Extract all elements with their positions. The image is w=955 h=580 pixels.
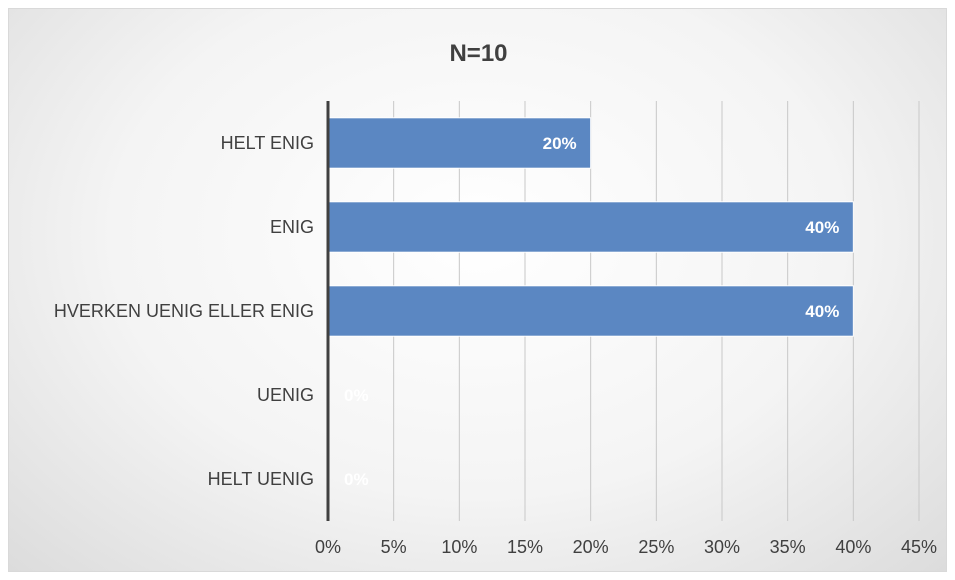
x-tick-label-8: 40% <box>835 537 871 557</box>
category-label-2: HVERKEN UENIG ELLER ENIG <box>54 301 314 321</box>
data-label-1: 40% <box>805 218 839 237</box>
bar-0 <box>327 117 592 169</box>
category-label-0: HELT ENIG <box>221 133 314 153</box>
x-tick-label-6: 30% <box>704 537 740 557</box>
x-tick-label-4: 20% <box>573 537 609 557</box>
bar-2 <box>327 285 854 337</box>
x-tick-label-9: 45% <box>901 537 937 557</box>
bar-1 <box>327 201 854 253</box>
bars <box>327 117 854 337</box>
chart-container: N=10 HELT ENIG 20% ENIG 40% HVERKEN UENIG EL… <box>8 8 947 572</box>
data-label-0: 20% <box>543 134 577 153</box>
data-label-2: 40% <box>805 302 839 321</box>
labels: HELT ENIG 20% ENIG 40% HVERKEN UENIG ELLER E… <box>54 133 937 557</box>
x-tick-label-3: 15% <box>507 537 543 557</box>
data-label-4: 0% <box>344 470 369 489</box>
x-tick-label-0: 0% <box>315 537 341 557</box>
x-tick-label-1: 5% <box>381 537 407 557</box>
x-tick-label-2: 10% <box>441 537 477 557</box>
category-label-1: ENIG <box>270 217 314 237</box>
x-tick-label-5: 25% <box>638 537 674 557</box>
bar-chart: N=10 HELT ENIG 20% ENIG 40% HVERKEN UENIG EL… <box>54 40 937 557</box>
chart-title: N=10 <box>449 40 507 67</box>
data-label-3: 0% <box>344 386 369 405</box>
category-label-4: HELT UENIG <box>208 469 314 489</box>
category-label-3: UENIG <box>257 385 314 405</box>
x-tick-label-7: 35% <box>770 537 806 557</box>
